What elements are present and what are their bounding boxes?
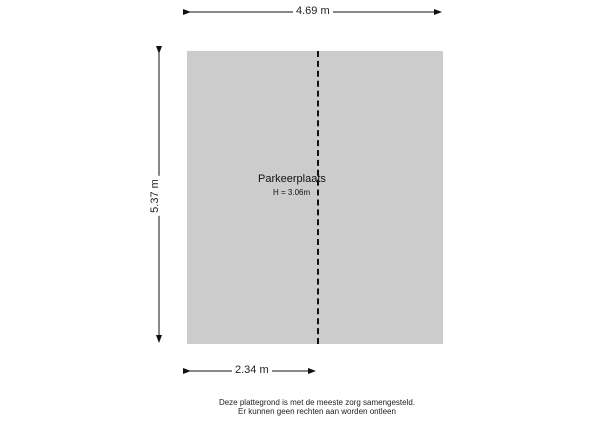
bottom-dimension-label: 2.34 m — [232, 364, 272, 376]
disclaimer: Deze plattegrond is met de meeste zorg s… — [0, 398, 600, 416]
room-height-label: H = 3.06m — [273, 188, 311, 197]
top-dimension-label: 4.69 m — [293, 5, 333, 17]
disclaimer-line-2: Er kunnen geen rechten aan worden ontlee… — [238, 407, 396, 416]
dashed-divider-line — [317, 51, 319, 344]
room-name-label: Parkeerplaats — [258, 173, 326, 185]
room-parkeerplaats — [187, 51, 443, 344]
left-dimension-label: 5.37 m — [148, 176, 161, 216]
disclaimer-line-1: Deze plattegrond is met de meeste zorg s… — [218, 398, 416, 407]
